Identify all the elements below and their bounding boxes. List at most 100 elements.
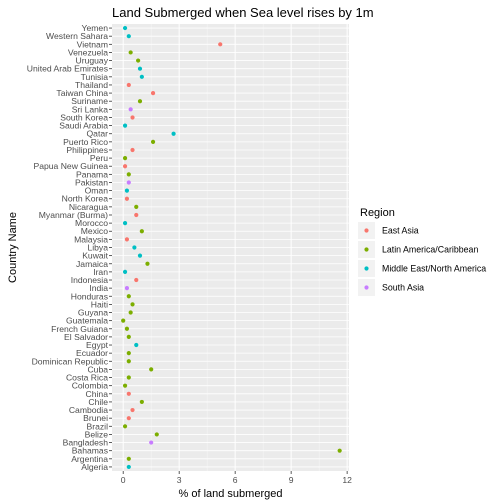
data-point [218, 42, 223, 47]
data-point [126, 180, 131, 185]
data-point [126, 172, 131, 177]
y-tick-label: Kuwait [82, 251, 108, 261]
y-tick-label: Saudi Arabia [59, 121, 108, 131]
y-tick-label: Dominican Republic [32, 356, 109, 366]
y-tick-label: Indonesia [71, 275, 108, 285]
data-point [136, 58, 141, 63]
data-point [337, 448, 342, 453]
data-point [134, 212, 139, 218]
x-tick-label: 6 [233, 475, 238, 485]
data-point [128, 107, 133, 112]
x-tick-label: 3 [177, 475, 182, 485]
data-point [132, 245, 137, 250]
y-tick-label: Panama [76, 169, 108, 179]
legend-key-point [364, 247, 369, 252]
legend-key-point [364, 228, 369, 233]
y-tick-label: Chile [88, 397, 108, 407]
data-point [139, 399, 144, 405]
y-tick-label: Nicaragua [69, 202, 108, 212]
x-tick-label: 12 [342, 475, 352, 485]
y-tick-label: Honduras [71, 291, 108, 301]
y-tick-label: United Arab Emirates [27, 64, 108, 74]
data-point [130, 147, 135, 153]
data-point [134, 342, 139, 348]
y-tick-label: Yemen [82, 23, 109, 33]
y-tick-label: Guyana [78, 308, 108, 318]
legend-title: Region [360, 207, 395, 219]
y-tick-label: Cuba [87, 364, 108, 374]
data-points [121, 25, 342, 470]
y-tick-label: Argentina [71, 454, 108, 464]
y-tick-label: Pakistan [75, 177, 108, 187]
y-tick-label: Oman [85, 186, 109, 196]
data-point [154, 432, 159, 437]
y-tick-label: Mexico [81, 226, 108, 236]
legend: Region East Asia Latin America/Caribbean M… [358, 207, 486, 296]
y-tick-label: Belize [85, 429, 109, 439]
y-tick-label: Western Sahara [46, 31, 108, 41]
y-tick-label: Malaysia [74, 234, 108, 244]
x-tick-label: 0 [121, 475, 126, 485]
y-tick-label: Jamaica [76, 259, 108, 269]
legend-key-point [364, 266, 369, 271]
data-point [150, 90, 156, 96]
data-point [122, 156, 128, 161]
data-point [149, 367, 154, 372]
y-tick-label: Haiti [91, 299, 108, 309]
y-tick-label: Iran [93, 267, 108, 277]
data-point [122, 424, 128, 429]
y-tick-label: Venezuela [68, 47, 108, 57]
data-point [122, 383, 128, 388]
data-point [128, 310, 133, 315]
data-point [134, 277, 139, 283]
data-point [126, 294, 131, 299]
y-tick-label: Colombia [72, 381, 109, 391]
y-tick-label: Papua New Guinea [33, 161, 108, 171]
legend-label: Middle East/North America [382, 264, 486, 274]
data-point [171, 131, 176, 136]
y-tick-label: French Guiana [51, 324, 108, 334]
y-tick-label: Peru [90, 153, 108, 163]
data-point [121, 318, 126, 323]
y-tick-label: Vietnam [77, 39, 108, 49]
data-point [126, 34, 131, 39]
y-tick-label: Bahamas [72, 446, 108, 456]
data-point [130, 302, 135, 307]
data-point [122, 25, 128, 31]
data-point [130, 115, 135, 120]
data-point [149, 440, 154, 445]
y-tick-label: Puerto Rico [63, 137, 108, 147]
data-point [122, 221, 128, 226]
data-point [126, 82, 131, 88]
data-point [124, 286, 130, 291]
data-point [130, 407, 135, 413]
y-tick-label: Egypt [86, 340, 109, 350]
legend-label: Latin America/Caribbean [382, 245, 478, 255]
data-point [126, 456, 131, 461]
y-tick-label: Morocco [75, 218, 108, 228]
y-tick-label: Myanmar (Burma) [39, 210, 108, 220]
y-axis-title: Country Name [7, 212, 19, 283]
data-point [126, 375, 131, 380]
y-tick-label: El Salvador [64, 332, 108, 342]
y-tick-label: Philippines [66, 145, 108, 155]
data-point [122, 123, 128, 128]
x-tick-label: 9 [289, 475, 294, 485]
y-tick-label: Cambodia [69, 405, 108, 415]
chart-title: Land Submerged when Sea level rises by 1… [112, 5, 374, 20]
legend-label: South Asia [382, 283, 424, 293]
data-point [139, 74, 144, 79]
y-tick-label: North Korea [62, 194, 109, 204]
y-tick-label: South Korea [60, 112, 108, 122]
y-tick-label: Libya [87, 243, 108, 253]
y-tick-label: Brunei [83, 413, 108, 423]
y-tick-label: Ecuador [76, 348, 108, 358]
legend-key-point [364, 285, 369, 290]
data-point [145, 261, 150, 266]
y-tick-label: Costa Rica [66, 373, 108, 383]
data-point [124, 326, 130, 331]
x-axis: 0 3 6 9 12 [121, 471, 352, 485]
x-axis-title: % of land submerged [179, 488, 283, 500]
